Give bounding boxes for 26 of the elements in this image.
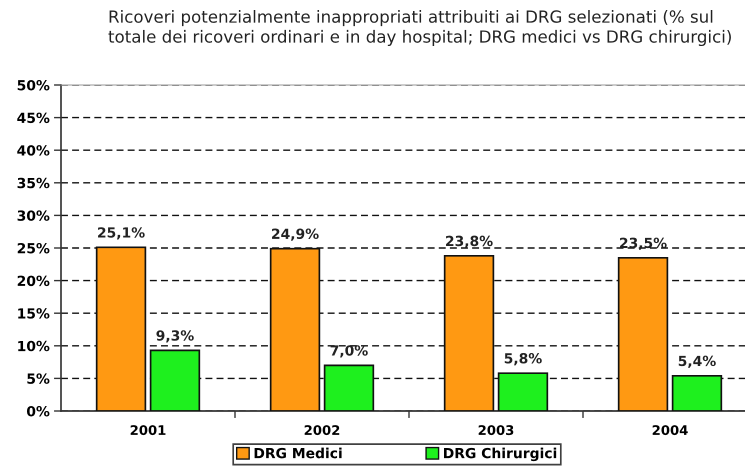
y-tick-label: 45% — [17, 112, 50, 124]
data-label: 23,8% — [446, 236, 493, 248]
data-label: 7,0% — [330, 345, 368, 358]
y-tick-label: 50% — [18, 80, 50, 90]
y-tick-label: 25% — [18, 242, 50, 254]
legend-label: DRG Medici — [254, 448, 342, 458]
x-tick-label: 2004 — [652, 425, 688, 436]
data-label: 25,1% — [98, 227, 145, 240]
y-tick-label: 20% — [18, 276, 50, 286]
y-tick-label: 0% — [26, 406, 50, 416]
data-label: 23,5% — [620, 238, 667, 250]
chart-title: Ricoveri potenzialmente inappropriati attribuiti ai DRG selezionati (% sul totale dei ricoveri ordinari e in day hospital; DRG medici vs DRG chirurgici) — [108, 10, 731, 46]
x-tick-label: 2001 — [130, 425, 166, 436]
data-label: 24,9% — [272, 228, 319, 241]
x-tick-label: 2002 — [304, 425, 340, 436]
data-label: 5,8% — [504, 353, 542, 366]
x-tick-label: 2003 — [478, 425, 514, 436]
y-tick-label: 5% — [27, 373, 50, 384]
legend-label: DRG Chirurgici — [444, 448, 556, 462]
y-tick-label: 10% — [18, 340, 50, 352]
y-tick-label: 15% — [18, 308, 50, 319]
y-tick-label: 35% — [18, 178, 50, 188]
data-label: 5,4% — [678, 356, 716, 368]
y-tick-label: 30% — [18, 210, 50, 221]
data-label: 9,3% — [156, 330, 194, 343]
y-tick-label: 40% — [17, 145, 50, 156]
